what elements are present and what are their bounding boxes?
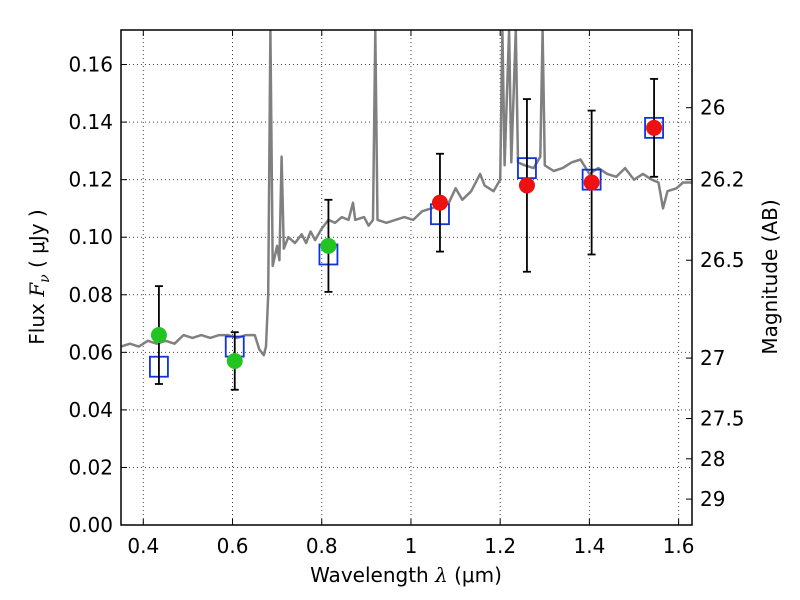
- y-tick-label: 0.12: [68, 168, 113, 192]
- y2-tick-label: 26: [700, 96, 725, 120]
- y-tick-label: 0.04: [68, 398, 113, 422]
- y2-tick-label: 26.2: [700, 168, 745, 192]
- x-tick-label: 0.4: [127, 534, 159, 558]
- y2-tick-label: 27.5: [700, 407, 745, 431]
- y-tick-label: 0.08: [68, 283, 113, 307]
- y2-tick-label: 27: [700, 346, 725, 370]
- y-tick-label: 0.10: [68, 225, 113, 249]
- y-tick-label: 0.06: [68, 340, 113, 364]
- observed-flux-point: [518, 177, 535, 194]
- plot-frame: [120, 29, 693, 526]
- plot-area: [121, 30, 692, 391]
- y2-tick-label: 28: [700, 447, 725, 471]
- x-tick-label: 1.4: [573, 534, 605, 558]
- y-tick-label: 0.14: [68, 110, 113, 134]
- x-tick-label: 0.6: [217, 534, 249, 558]
- observed-flux-point: [646, 119, 663, 136]
- x-tick-label: 1.2: [484, 534, 516, 558]
- y2-tick-label: 26.5: [700, 248, 745, 272]
- observed-flux-point: [583, 174, 600, 191]
- template-spectrum-line: [121, 30, 692, 357]
- observed-flux-point: [431, 194, 448, 211]
- axis-ticks: 0.4 0.6 0.8 1 1.2 1.4 1.6 0.00 0.02 0.04 0.06 0.08 0…: [68, 30, 745, 558]
- x-axis-title: Wavelength λ (μm): [310, 563, 502, 587]
- y-axis-title: Flux Fν ( μJy ): [25, 209, 53, 344]
- x-tick-label: 1: [405, 534, 418, 558]
- observed-flux-point: [320, 237, 337, 254]
- y-tick-label: 0.00: [68, 513, 113, 537]
- y2-tick-label: 29: [700, 487, 725, 511]
- observed-flux-point: [226, 352, 243, 369]
- x-tick-label: 1.6: [663, 534, 695, 558]
- y-tick-label: 0.16: [68, 53, 113, 77]
- x-tick-label: 0.8: [306, 534, 338, 558]
- y2-axis-title: Magnitude (AB): [758, 199, 782, 354]
- grid: [121, 30, 692, 526]
- observed-flux-point: [150, 327, 167, 344]
- y-tick-label: 0.02: [68, 455, 113, 479]
